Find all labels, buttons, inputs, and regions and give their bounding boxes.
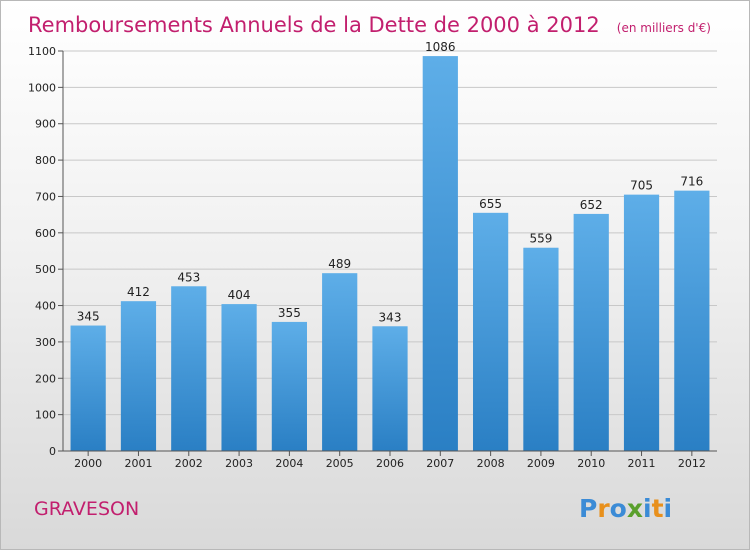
bar-2011	[623, 194, 660, 452]
bar-2010	[573, 213, 609, 451]
data-label-2012: 716	[680, 175, 703, 189]
bar-2005	[322, 273, 358, 451]
data-label-2010: 652	[580, 198, 603, 212]
data-label-2009: 559	[529, 232, 552, 246]
x-tick-label: 2000	[74, 457, 102, 470]
x-tick-label: 2008	[477, 457, 505, 470]
proxiti-logo: Proxiti	[579, 494, 672, 523]
bar-2000	[70, 325, 106, 451]
logo-letter: i	[664, 494, 673, 523]
data-label-2003: 404	[228, 288, 251, 302]
axes: 0 100 200 300 400 500 600 700 800 900 1000 1100 2000…	[28, 45, 717, 470]
logo-letter: i	[643, 494, 652, 523]
x-tick-label: 2007	[426, 457, 454, 470]
x-tick-label: 2004	[275, 457, 303, 470]
bar-2006	[372, 326, 408, 451]
y-tick-label: 200	[35, 372, 56, 385]
x-tick-label: 2002	[175, 457, 203, 470]
data-label-2006: 343	[379, 310, 402, 324]
data-label-2005: 489	[328, 257, 351, 271]
data-label-2007: 1086	[425, 40, 456, 54]
logo-letter: P	[579, 494, 597, 523]
x-tick-label: 2006	[376, 457, 404, 470]
y-tick-label: 300	[35, 336, 56, 349]
y-tick-label: 1000	[28, 81, 56, 94]
y-tick-label: 900	[35, 118, 56, 131]
y-tick-label: 0	[49, 445, 56, 458]
bar-2007	[422, 56, 458, 451]
x-tick-label: 2005	[326, 457, 354, 470]
chart-title: Remboursements Annuels de la Dette de 20…	[28, 13, 711, 37]
bar-2012	[674, 190, 710, 452]
data-label-2001: 412	[127, 285, 150, 299]
bar-2009	[523, 247, 559, 451]
y-tick-label: 700	[35, 190, 56, 203]
x-tick-label: 2009	[527, 457, 555, 470]
y-tick-label: 500	[35, 263, 56, 276]
data-label-2011: 705	[630, 179, 653, 193]
y-tick-label: 400	[35, 300, 56, 313]
bar-2008	[473, 212, 509, 451]
x-tick-label: 2001	[124, 457, 152, 470]
x-tick-label: 2011	[628, 457, 656, 470]
y-tick-label: 1100	[28, 45, 56, 58]
bar-2004	[271, 321, 307, 451]
data-label-2000: 345	[77, 310, 100, 324]
x-tick-label: 2003	[225, 457, 253, 470]
y-tick-label: 100	[35, 409, 56, 422]
data-label-2002: 453	[177, 270, 200, 284]
y-tick-label: 600	[35, 227, 56, 240]
bar-2003	[221, 304, 257, 451]
data-label-2008: 655	[479, 197, 502, 211]
logo-letter: x	[627, 494, 643, 523]
x-tick-label: 2012	[678, 457, 706, 470]
bars: 345 412 453 404 355 489 343 1086 655 559 652 705 716	[70, 40, 710, 452]
x-tick-label: 2010	[577, 457, 605, 470]
data-label-2004: 355	[278, 306, 301, 320]
logo-letter: r	[597, 494, 610, 523]
commune-name: GRAVESON	[34, 498, 139, 520]
logo-letter: o	[610, 494, 627, 523]
bar-2002	[171, 286, 207, 451]
logo-letter: t	[652, 494, 664, 523]
chart-title-main: Remboursements Annuels de la Dette de 20…	[28, 13, 600, 37]
bar-2001	[120, 301, 157, 451]
y-tick-label: 800	[35, 154, 56, 167]
chart-title-unit: (en milliers d'€)	[617, 21, 711, 35]
